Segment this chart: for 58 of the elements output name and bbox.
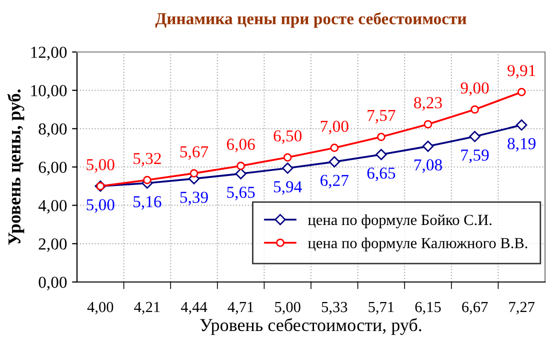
point: [470, 105, 479, 114]
data-label: 5,65: [227, 186, 255, 200]
y-tick-label: 8,00: [38, 123, 67, 138]
data-label: 5,94: [274, 181, 302, 195]
point: [516, 119, 528, 131]
point: [469, 130, 480, 142]
x-tick-label: 6,67: [462, 302, 488, 314]
data-label: 5,39: [180, 192, 208, 206]
point: [422, 140, 434, 152]
point: [235, 168, 246, 180]
point: [283, 153, 292, 162]
legend-label: цена по формуле Калюжного В.В.: [308, 237, 528, 252]
point: [282, 162, 294, 174]
x-tick-label: 5,71: [368, 302, 394, 314]
point: [143, 176, 152, 184]
x-tick-label: 6,15: [415, 302, 441, 314]
data-label: 5,00: [86, 199, 114, 213]
data-label: 7,00: [320, 120, 348, 134]
data-label: 5,16: [134, 196, 162, 210]
point: [328, 156, 340, 168]
x-tick-label: 5,00: [275, 302, 300, 314]
data-label: 8,19: [508, 138, 536, 152]
data-label: 7,57: [368, 110, 396, 124]
y-tick-label: 12,00: [31, 46, 67, 60]
x-tick-label: 4,44: [180, 302, 208, 314]
point: [376, 148, 387, 160]
data-label: 6,27: [320, 174, 349, 188]
point: [517, 88, 526, 96]
y-tick-label: 10,00: [31, 85, 67, 99]
x-tick-label: 5,33: [322, 302, 348, 314]
data-label: 7,59: [461, 150, 489, 164]
data-label: 6,65: [367, 168, 396, 182]
legend-label: цена по формуле Бойко С.И.: [308, 214, 492, 228]
chart-title: Динамика цены при росте себестоимости: [155, 12, 466, 28]
data-label: 5,32: [134, 152, 161, 167]
y-tick-label: 0,00: [38, 276, 67, 290]
point: [330, 144, 339, 152]
point: [377, 132, 386, 142]
x-tick-label: 7,27: [509, 302, 535, 314]
data-label: 6,06: [226, 138, 255, 152]
data-label: 6,50: [274, 130, 302, 144]
data-label: 8,23: [414, 97, 442, 111]
data-label: 9,91: [508, 64, 536, 79]
point: [236, 162, 245, 170]
x-tick-label: 4,00: [87, 302, 114, 314]
x-tick-label: 4,21: [134, 302, 160, 314]
y-axis-title: Уровень цены, руб.: [7, 89, 24, 245]
data-label: 5,67: [180, 146, 208, 160]
data-label: 5,00: [86, 159, 114, 173]
x-tick-label: 4,71: [228, 302, 254, 314]
point: [190, 169, 198, 178]
x-axis-title: Уровень себестоимости, руб.: [200, 318, 422, 335]
y-tick-label: 4,00: [38, 200, 67, 214]
y-tick-label: 2,00: [38, 238, 67, 252]
data-label: 9,00: [460, 82, 489, 96]
data-label: 7,08: [414, 159, 442, 173]
y-tick-label: 6,00: [38, 162, 67, 176]
point: [424, 120, 432, 128]
